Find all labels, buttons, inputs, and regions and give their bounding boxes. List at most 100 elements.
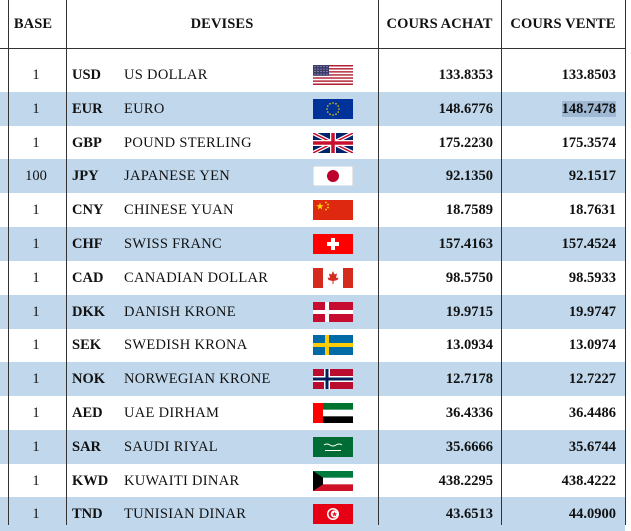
base-cell: 100 xyxy=(25,168,47,185)
cours-vente-cell: 148.7478 xyxy=(505,92,616,126)
cours-vente-cell: 19.9747 xyxy=(568,303,616,320)
base-cell: 1 xyxy=(32,202,40,219)
currency-code: NOK xyxy=(72,371,106,388)
currency-code: CHF xyxy=(72,236,103,252)
header-base: BASE xyxy=(13,16,53,32)
base-cell: 1 xyxy=(32,337,40,354)
base-cell: 1 xyxy=(32,100,40,117)
header-cours-achat: COURS ACHAT xyxy=(386,16,493,32)
currency-code: SEK xyxy=(72,337,102,354)
cours-vente-cell: 18.7631 xyxy=(568,202,616,219)
cours-vente-cell: 133.8503 xyxy=(561,67,616,83)
base-cell: 1 xyxy=(32,371,40,388)
table-row: 1 NOK NORWEGIAN KRONE 12.7178 12.7227 xyxy=(0,362,625,397)
header-cours-vente: COURS VENTE xyxy=(510,16,616,32)
base-cell: 1 xyxy=(32,67,40,83)
base-cell: 1 xyxy=(32,405,40,421)
table-row: 1 CAD CANADIAN DOLLAR 98.5750 98.5933 xyxy=(0,261,625,295)
base-cell: 1 xyxy=(32,438,40,455)
currency-code: TND xyxy=(72,506,103,523)
table-row: 1 SAR SAUDI RIYAL 35.6666 35.6744 xyxy=(0,429,625,464)
base-cell: 1 xyxy=(32,236,40,252)
cours-achat-cell: 98.5750 xyxy=(445,269,493,286)
currency-code: KWD xyxy=(72,472,109,489)
table-row: 1 DKK DANISH KRONE 19.9715 19.9747 xyxy=(0,294,625,329)
eu-flag-icon xyxy=(313,98,353,119)
cours-vente-cell: 438.4222 xyxy=(561,472,616,489)
header-devises: DEVISES xyxy=(190,16,254,32)
tn-flag-icon xyxy=(313,504,353,525)
cours-achat-cell: 36.4336 xyxy=(445,405,493,421)
selected-text: 148.7478 xyxy=(561,100,616,117)
cours-vente-cell: 98.5933 xyxy=(568,269,616,286)
cours-achat-cell: 175.2230 xyxy=(438,134,493,151)
cours-vente-cell: 12.7227 xyxy=(568,371,616,388)
dk-flag-icon xyxy=(313,301,353,322)
cours-achat-cell: 35.6666 xyxy=(445,438,493,455)
col-divider xyxy=(625,0,626,525)
cours-achat-cell: 157.4163 xyxy=(438,236,493,252)
currency-code: CNY xyxy=(72,202,104,219)
currency-code: SAR xyxy=(72,438,102,455)
table-row: 1 KWD KUWAITI DINAR 438.2295 438.4222 xyxy=(0,464,625,498)
se-flag-icon xyxy=(313,335,353,356)
currency-name: TUNISIAN DINAR xyxy=(124,506,247,523)
col-divider xyxy=(378,0,379,525)
table-row: 1 EUR EURO 148.6776 148.7478 xyxy=(0,91,625,126)
cours-vente-cell: 13.0974 xyxy=(568,337,616,354)
no-flag-icon xyxy=(313,369,353,390)
cn-flag-icon xyxy=(313,200,353,221)
table-row: 1 USD US DOLLAR 133.8353 133.8503 xyxy=(0,58,625,92)
cours-achat-cell: 13.0934 xyxy=(445,337,493,354)
currency-name: SAUDI RIYAL xyxy=(124,438,218,455)
currency-name: SWEDISH KRONA xyxy=(124,337,248,354)
cours-achat-cell: 18.7589 xyxy=(445,202,493,219)
cours-vente-cell: 92.1517 xyxy=(568,168,616,185)
ch-flag-icon xyxy=(313,234,353,254)
currency-code: DKK xyxy=(72,303,106,320)
currency-name: US DOLLAR xyxy=(124,67,208,83)
currency-code: EUR xyxy=(72,100,103,117)
currency-name: JAPANESE YEN xyxy=(124,168,231,185)
base-cell: 1 xyxy=(32,269,40,286)
currency-name: SWISS FRANC xyxy=(124,236,222,252)
cours-achat-cell: 92.1350 xyxy=(445,168,493,185)
cours-achat-cell: 12.7178 xyxy=(445,371,493,388)
jp-flag-icon xyxy=(313,166,353,187)
col-divider xyxy=(8,0,9,525)
cours-vente-cell: 36.4486 xyxy=(568,405,616,421)
currency-name: KUWAITI DINAR xyxy=(124,472,240,489)
cours-achat-cell: 19.9715 xyxy=(445,303,493,320)
cours-vente-cell: 44.0900 xyxy=(568,506,616,523)
currency-name: DANISH KRONE xyxy=(124,303,236,320)
us-flag-icon xyxy=(313,65,353,85)
currency-name: CANADIAN DOLLAR xyxy=(124,269,269,286)
currency-name: CHINESE YUAN xyxy=(124,202,234,219)
currency-code: JPY xyxy=(72,168,99,185)
col-divider xyxy=(501,0,502,525)
currency-name: EURO xyxy=(124,100,165,117)
uk-flag-icon xyxy=(313,132,353,153)
kw-flag-icon xyxy=(313,470,353,491)
table-row: 1 SEK SWEDISH KRONA 13.0934 13.0974 xyxy=(0,328,625,362)
base-cell: 1 xyxy=(32,472,40,489)
cours-achat-cell: 43.6513 xyxy=(445,506,493,523)
cours-vente-cell: 157.4524 xyxy=(561,236,616,252)
table-row: 1 TND TUNISIAN DINAR 43.6513 44.0900 xyxy=(0,497,625,531)
currency-code: AED xyxy=(72,405,103,421)
cours-achat-cell: 148.6776 xyxy=(438,100,493,117)
table-header: BASE DEVISES COURS ACHAT COURS VENTE xyxy=(0,0,625,49)
table-row: 1 AED UAE DIRHAM 36.4336 36.4486 xyxy=(0,396,625,430)
base-cell: 1 xyxy=(32,134,40,151)
sa-flag-icon xyxy=(313,436,353,457)
currency-code: USD xyxy=(72,67,102,83)
ca-flag-icon xyxy=(313,267,353,288)
table-row: 100 JPY JAPANESE YEN 92.1350 92.1517 xyxy=(0,159,625,194)
currency-code: GBP xyxy=(72,134,102,151)
ae-flag-icon xyxy=(313,403,353,423)
cours-vente-cell: 175.3574 xyxy=(561,134,616,151)
currency-name: NORWEGIAN KRONE xyxy=(124,371,271,388)
currency-name: POUND STERLING xyxy=(124,134,252,151)
table-row: 1 CNY CHINESE YUAN 18.7589 18.7631 xyxy=(0,193,625,227)
